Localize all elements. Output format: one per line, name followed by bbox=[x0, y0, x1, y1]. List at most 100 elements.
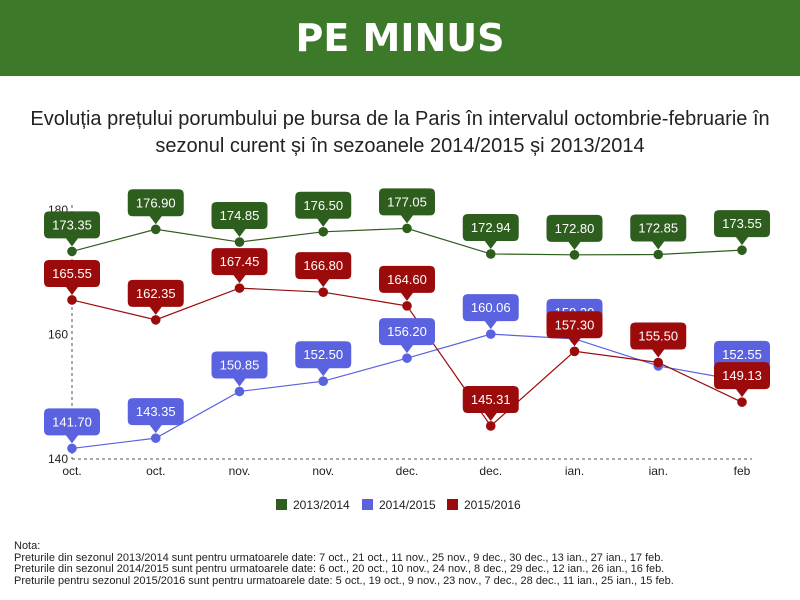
series-2013-2014-data-label: 176.90 bbox=[127, 189, 184, 225]
x-tick-label: feb bbox=[734, 464, 751, 478]
series-2014-2015-data-label-text: 141.70 bbox=[52, 414, 92, 429]
legend-swatch-2014-2015 bbox=[362, 499, 373, 511]
series-2014-2015-data-label-text: 156.20 bbox=[387, 324, 427, 339]
x-tick-label: dec. bbox=[396, 464, 419, 478]
series-2014-2015-data-label-box bbox=[127, 398, 184, 434]
notes-heading: Nota: bbox=[14, 540, 41, 552]
series-2015-2016-data-label-text: 165.55 bbox=[52, 266, 92, 281]
series-2013-2014-data-label: 172.85 bbox=[630, 214, 687, 250]
series-2013-2014-data-label-box bbox=[127, 189, 184, 225]
x-tick-label: nov. bbox=[312, 464, 334, 478]
legend-label: 2015/2016 bbox=[464, 498, 521, 512]
legend-swatch-2015-2016 bbox=[447, 499, 458, 511]
series-2015-2016-data-label: 149.13 bbox=[714, 362, 770, 398]
series-2013-2014-data-label-text: 172.80 bbox=[555, 221, 595, 236]
series-2013-2014-data-label-text: 176.50 bbox=[303, 198, 343, 213]
series-2013-2014-data-label-box bbox=[44, 211, 100, 247]
series-2015-2016-data-label-text: 164.60 bbox=[387, 272, 427, 287]
series-2014-2015-data-label-box bbox=[211, 351, 268, 387]
series-2014-2015-point bbox=[150, 433, 161, 443]
series-2014-2015-data-label-text: 143.35 bbox=[136, 404, 176, 419]
series-2015-2016-data-label: 167.45 bbox=[211, 248, 268, 284]
x-tick-label: ian. bbox=[565, 464, 584, 478]
x-tick-label: nov. bbox=[229, 464, 251, 478]
series-2015-2016-point bbox=[150, 315, 161, 325]
notes-line: Preturile pentru sezonul 2015/2016 sunt … bbox=[14, 574, 674, 587]
series-2015-2016-data-label-box bbox=[714, 362, 770, 398]
series-2014-2015-data-label-text: 152.55 bbox=[722, 347, 762, 362]
series-2013-2014-data-label-box bbox=[714, 210, 770, 246]
notes-line: Preturile din sezonul 2014/2015 sunt pen… bbox=[14, 563, 665, 575]
series-2015-2016-data-label-text: 166.80 bbox=[303, 258, 343, 273]
notes: Nota: Preturile din sezonul 2013/2014 su… bbox=[14, 540, 794, 587]
banner-title: PE MINUS bbox=[295, 16, 505, 60]
series-2013-2014-data-label-text: 173.35 bbox=[52, 217, 92, 232]
series-2015-2016-data-label-text: 155.50 bbox=[638, 329, 678, 344]
series-2013-2014-data-label-text: 172.94 bbox=[471, 220, 511, 235]
series-2013-2014-data-label-box bbox=[546, 214, 603, 250]
series-2015-2016-data-label-box bbox=[44, 259, 100, 295]
series-2014-2015-data-label-box bbox=[295, 341, 352, 377]
series-2013-2014-data-label-text: 172.85 bbox=[638, 221, 678, 236]
chart-title: Evoluția prețului porumbului pe bursa de… bbox=[30, 108, 770, 157]
series-2015-2016-point bbox=[653, 357, 664, 368]
series-2015-2016-data-label-text: 157.30 bbox=[555, 317, 595, 332]
series-2015-2016-data-label-text: 149.13 bbox=[722, 368, 762, 383]
series-2014-2015-data-label: 150.85 bbox=[211, 351, 268, 387]
series-2015-2016-data-label-box bbox=[379, 265, 435, 301]
legend: 2013/2014 2014/2015 2015/2016 bbox=[0, 497, 800, 515]
series-2014-2015-point bbox=[67, 443, 77, 454]
series-2015-2016-data-label-box bbox=[295, 252, 352, 288]
series-2014-2015-data-label-text: 152.50 bbox=[303, 347, 343, 362]
legend-item-2015-2016: 2015/2016 bbox=[447, 497, 521, 513]
series-2014-2015-point bbox=[485, 329, 496, 339]
series-2015-2016-data-label-text: 167.45 bbox=[220, 254, 260, 269]
series-2013-2014-data-label-box bbox=[211, 202, 268, 238]
y-tick-label: 160 bbox=[48, 328, 68, 342]
series-2015-2016-point bbox=[318, 287, 329, 297]
series-2014-2015-data-label-box bbox=[44, 408, 100, 444]
series-2013-2014-data-label-text: 174.85 bbox=[220, 208, 260, 223]
legend-label: 2014/2015 bbox=[379, 498, 436, 512]
series-2013-2014-data-label-box bbox=[630, 214, 687, 250]
series-2014-2015-data-label-text: 160.06 bbox=[471, 300, 511, 315]
legend-item-2013-2014: 2013/2014 bbox=[276, 497, 350, 513]
series-2013-2014-point bbox=[318, 226, 329, 237]
series-2013-2014-data-label: 176.50 bbox=[295, 191, 352, 227]
series-2013-2014-data-label: 173.55 bbox=[714, 210, 770, 246]
series-2014-2015-data-label: 143.35 bbox=[127, 398, 184, 434]
series-2015-2016-point bbox=[569, 346, 580, 357]
series-2015-2016-point bbox=[67, 295, 77, 305]
series-2015-2016-data-label: 145.31 bbox=[462, 385, 519, 421]
series-2015-2016-data-label: 155.50 bbox=[630, 322, 687, 358]
series-2013-2014-data-label-text: 173.55 bbox=[722, 216, 762, 231]
series-2013-2014-point bbox=[234, 237, 245, 247]
series-2014-2015-point bbox=[402, 353, 412, 363]
series-2015-2016-data-label-box bbox=[211, 248, 268, 284]
series-2015-2016-point bbox=[234, 283, 245, 293]
series-2013-2014-point bbox=[402, 223, 412, 234]
series-2015-2016-point bbox=[402, 301, 412, 311]
series-2013-2014-point bbox=[150, 224, 161, 235]
series-2015-2016-data-label: 157.30 bbox=[546, 311, 603, 347]
series-2013-2014-data-label-box bbox=[462, 213, 519, 249]
series-2015-2016-data-label: 162.35 bbox=[127, 279, 184, 315]
x-tick-label: dec. bbox=[479, 464, 502, 478]
series-2015-2016-data-label-box bbox=[127, 279, 184, 315]
series-2014-2015-data-label: 141.70 bbox=[44, 408, 100, 444]
legend-swatch-2013-2014 bbox=[276, 499, 287, 511]
series-2014-2015-data-label-box bbox=[379, 318, 435, 354]
series-2013-2014-data-label-text: 176.90 bbox=[136, 195, 176, 210]
series-2014-2015-data-label: 160.06 bbox=[462, 294, 519, 330]
series-2015-2016-data-label-text: 145.31 bbox=[471, 392, 511, 407]
series-2015-2016-data-label-box bbox=[630, 322, 687, 358]
x-tick-label: oct. bbox=[62, 464, 81, 478]
series-2013-2014-data-label-box bbox=[295, 191, 352, 227]
series-2013-2014-point bbox=[569, 250, 580, 260]
series-2014-2015-data-label-box bbox=[462, 294, 519, 330]
series-2015-2016-point bbox=[737, 397, 747, 407]
series-2014-2015-data-label-text: 150.85 bbox=[220, 357, 260, 372]
series-2013-2014-point bbox=[67, 246, 77, 257]
y-tick-label: 140 bbox=[48, 452, 68, 466]
